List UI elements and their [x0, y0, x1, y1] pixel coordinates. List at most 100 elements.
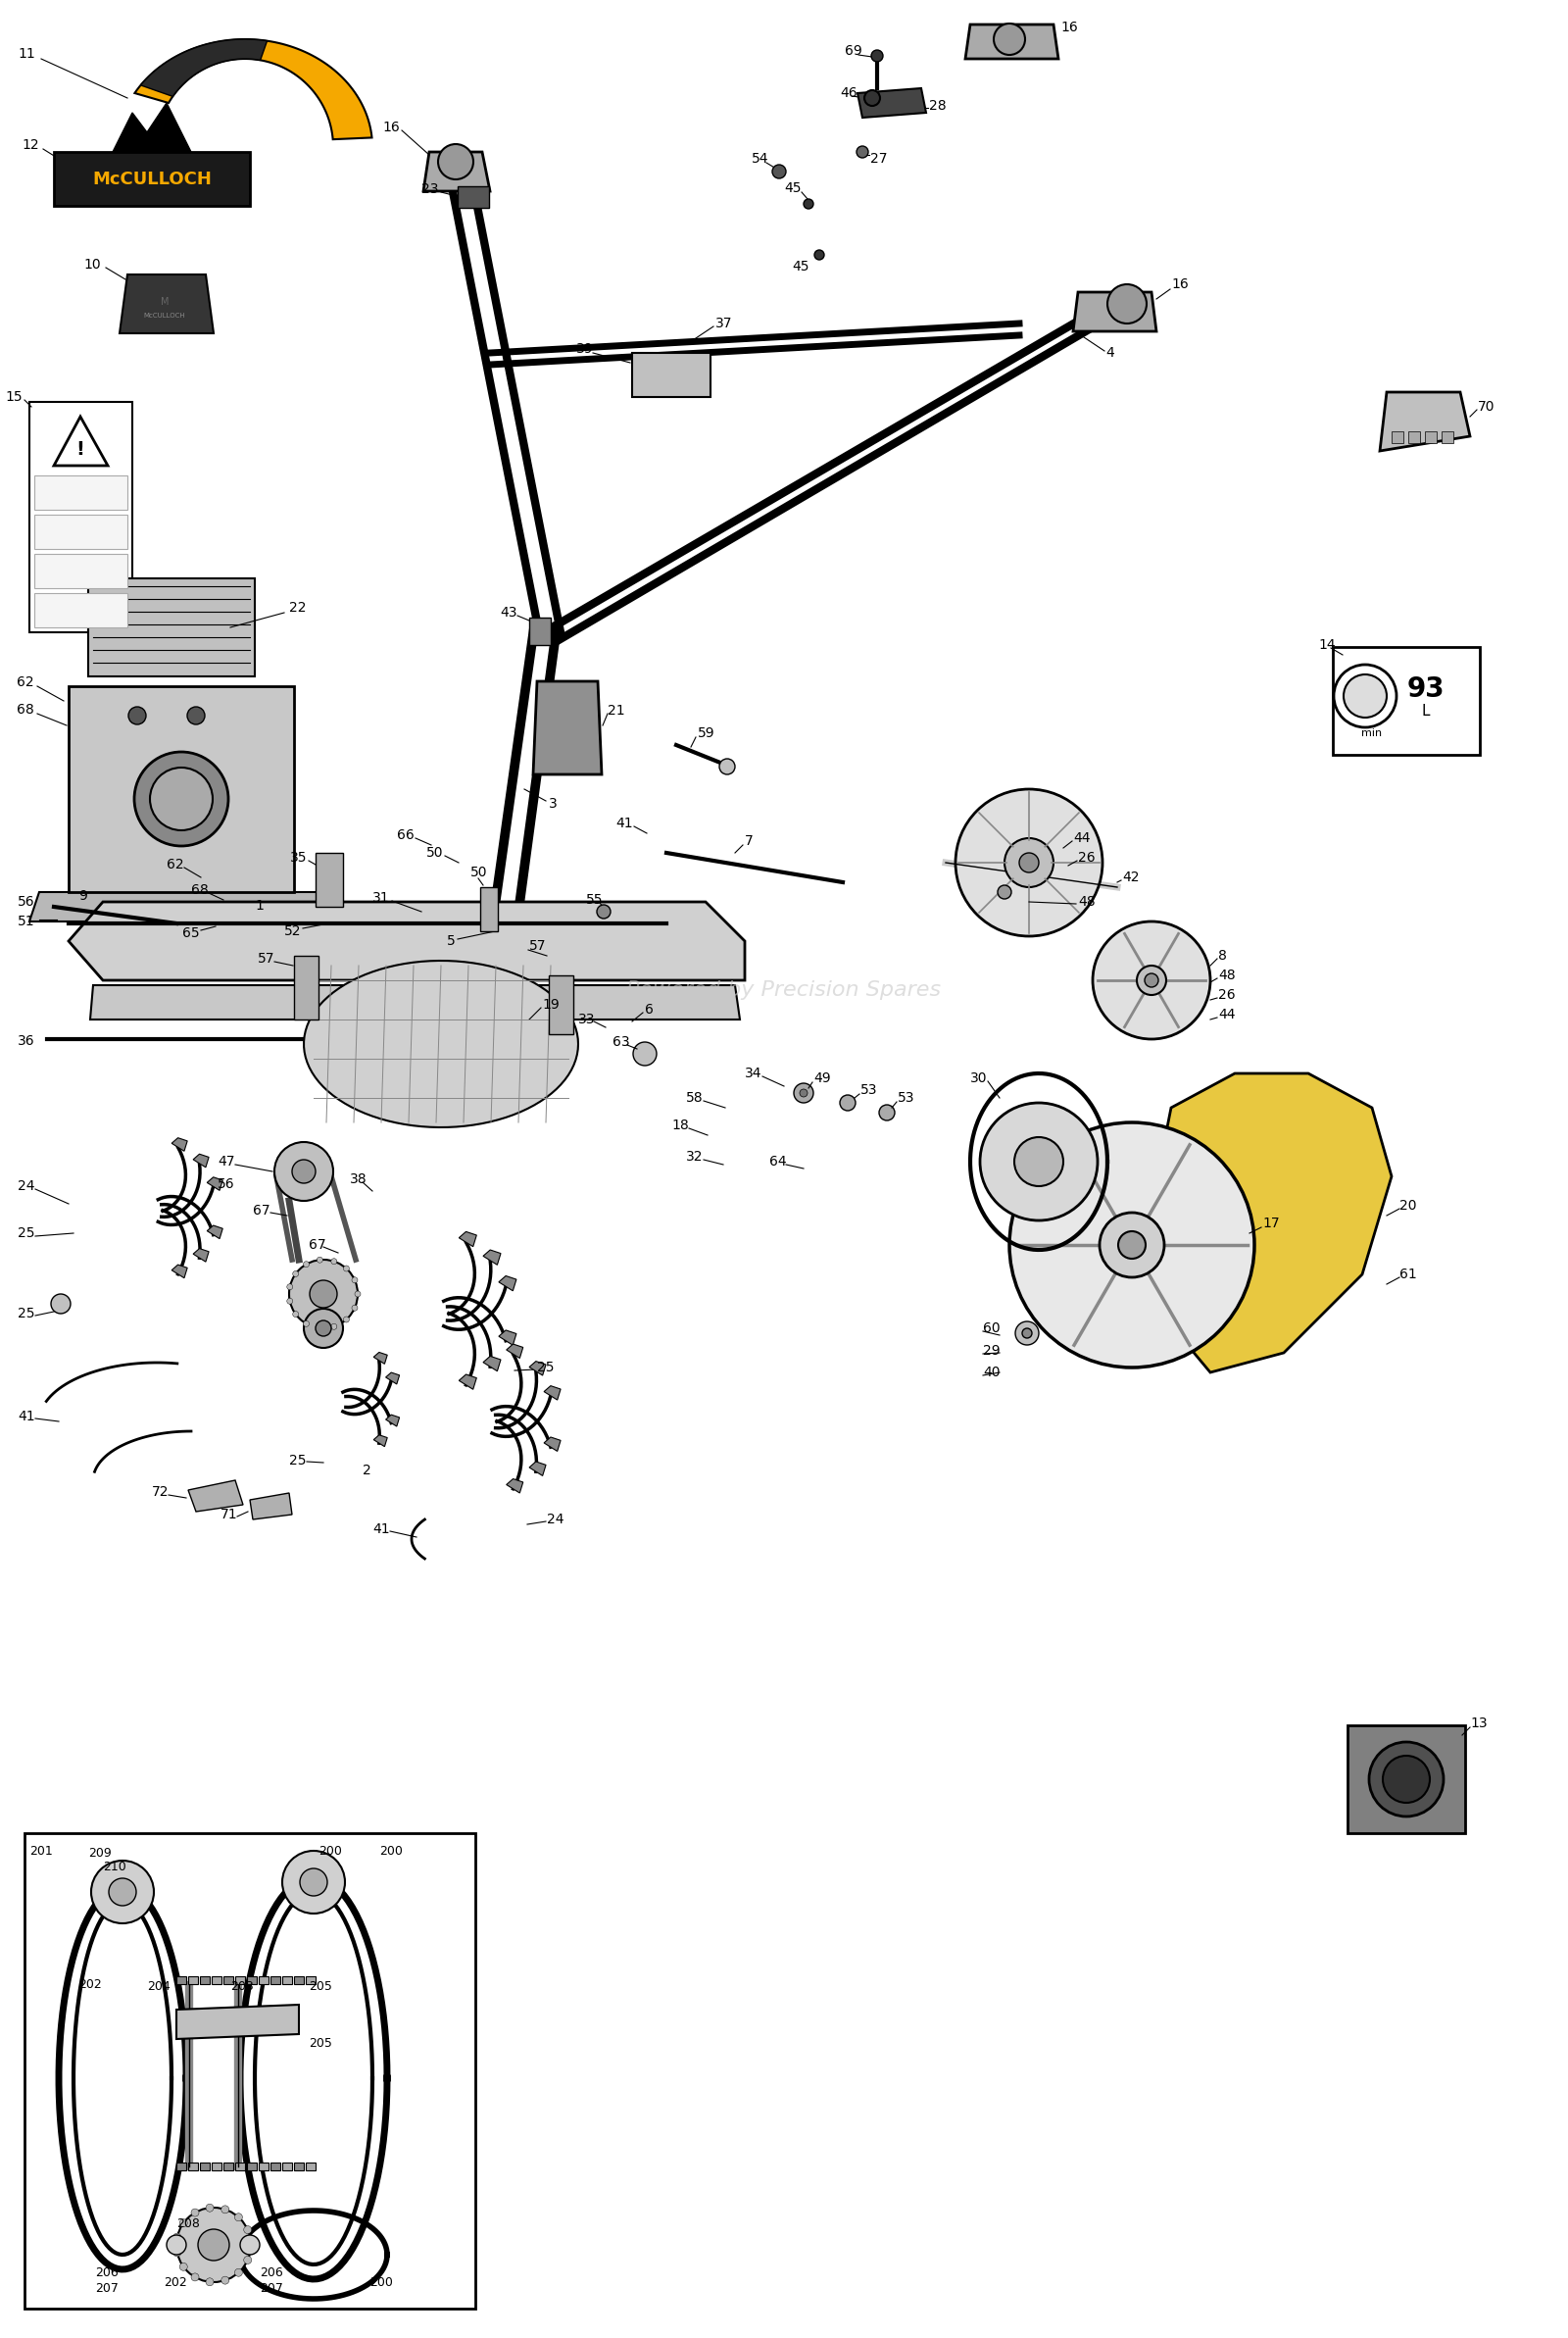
Text: 33: 33 [579, 1012, 596, 1026]
Polygon shape [483, 1251, 500, 1265]
Text: 52: 52 [284, 924, 301, 938]
Bar [88, 577, 254, 676]
Text: 22: 22 [289, 601, 306, 615]
Polygon shape [499, 1277, 516, 1291]
Text: 53: 53 [861, 1082, 878, 1097]
Text: 9: 9 [78, 888, 88, 902]
Text: 206: 206 [260, 2266, 282, 2280]
Circle shape [1022, 1328, 1032, 1337]
Bar [224, 2163, 234, 2170]
Polygon shape [91, 984, 740, 1019]
Circle shape [240, 2235, 260, 2254]
Circle shape [191, 2209, 199, 2216]
Text: 201: 201 [30, 1845, 53, 1856]
Circle shape [205, 2205, 213, 2212]
Text: 45: 45 [792, 260, 809, 274]
Text: 46: 46 [840, 87, 858, 101]
Polygon shape [176, 2004, 299, 2039]
Text: 7: 7 [745, 835, 753, 849]
Bar [235, 2163, 245, 2170]
Polygon shape [423, 152, 489, 192]
Text: 210: 210 [103, 1861, 125, 1873]
Bar [176, 2163, 187, 2170]
Polygon shape [506, 1480, 524, 1494]
Circle shape [803, 199, 814, 208]
Text: 69: 69 [845, 44, 862, 58]
Text: 207: 207 [96, 2282, 119, 2296]
Circle shape [1016, 1321, 1038, 1344]
Circle shape [955, 790, 1102, 935]
Text: 57: 57 [530, 940, 546, 954]
Circle shape [235, 2214, 243, 2221]
Text: 48: 48 [1079, 895, 1096, 909]
Bar [480, 886, 499, 931]
Polygon shape [171, 1139, 187, 1150]
Circle shape [1383, 1756, 1430, 1803]
Text: 56: 56 [218, 1178, 235, 1190]
Text: 72: 72 [152, 1485, 169, 1499]
Circle shape [108, 1877, 136, 1905]
Circle shape [166, 2235, 187, 2254]
Bar [271, 2163, 281, 2170]
Circle shape [299, 1868, 328, 1896]
Text: 27: 27 [870, 152, 887, 166]
Text: 12: 12 [22, 138, 39, 152]
Bar [295, 956, 318, 1019]
Circle shape [174, 2249, 182, 2256]
Text: 24: 24 [547, 1513, 564, 1527]
Text: 35: 35 [290, 851, 307, 865]
Text: 25: 25 [536, 1361, 554, 1375]
Bar [306, 1976, 315, 1985]
Polygon shape [135, 40, 372, 140]
Text: 29: 29 [983, 1344, 1000, 1358]
Text: 1: 1 [254, 898, 263, 912]
Polygon shape [113, 103, 191, 152]
Bar [212, 1976, 221, 1985]
Text: 68: 68 [17, 704, 34, 715]
Bar [458, 187, 489, 208]
Text: 28: 28 [928, 98, 947, 112]
Polygon shape [1151, 1073, 1392, 1372]
Bar [1441, 430, 1454, 444]
Circle shape [1099, 1213, 1163, 1277]
Bar [315, 853, 343, 907]
Text: 55: 55 [586, 893, 604, 907]
Text: 200: 200 [379, 1845, 403, 1856]
Text: 4: 4 [1105, 346, 1113, 360]
Bar [34, 594, 127, 627]
Text: 26: 26 [1079, 851, 1096, 865]
Circle shape [1093, 921, 1210, 1038]
Polygon shape [858, 89, 927, 117]
Text: 26: 26 [1218, 989, 1236, 1003]
Bar [271, 1976, 281, 1985]
Text: 62: 62 [166, 858, 183, 872]
Bar [282, 1976, 292, 1985]
Text: 50: 50 [426, 846, 444, 860]
Circle shape [343, 1265, 350, 1272]
Circle shape [176, 2207, 251, 2282]
Circle shape [1019, 853, 1038, 872]
Circle shape [50, 1293, 71, 1314]
Circle shape [315, 1321, 331, 1335]
Circle shape [243, 2226, 251, 2233]
Text: 60: 60 [983, 1321, 1000, 1335]
Circle shape [856, 145, 869, 159]
Text: Powered by Precision Spares: Powered by Precision Spares [627, 980, 941, 1001]
Polygon shape [193, 1248, 209, 1263]
Circle shape [1369, 1742, 1444, 1817]
Text: 44: 44 [1073, 832, 1090, 844]
Polygon shape [141, 40, 267, 96]
Text: 204: 204 [147, 1980, 171, 1994]
Text: 6: 6 [644, 1003, 654, 1017]
Polygon shape [544, 1386, 561, 1400]
Bar [282, 2163, 292, 2170]
Text: 23: 23 [422, 182, 439, 196]
Bar [1392, 430, 1403, 444]
Text: 2: 2 [362, 1464, 372, 1478]
Polygon shape [30, 893, 332, 921]
Circle shape [872, 49, 883, 61]
Text: 64: 64 [770, 1155, 787, 1169]
Circle shape [282, 1852, 345, 1912]
Bar [188, 1976, 198, 1985]
Text: 19: 19 [543, 998, 560, 1012]
